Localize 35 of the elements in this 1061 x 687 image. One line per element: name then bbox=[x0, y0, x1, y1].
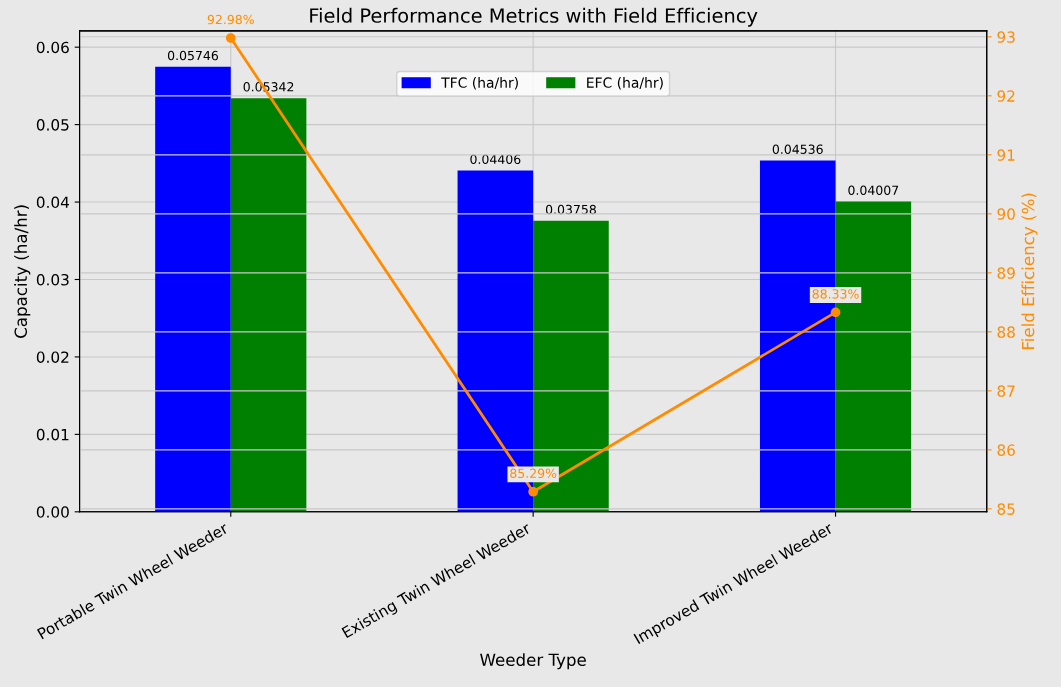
legend-label: TFC (ha/hr) bbox=[441, 77, 518, 90]
y-tick-label: 0.05 bbox=[36, 119, 69, 131]
data-label: 92.98% bbox=[207, 14, 254, 25]
y2-tick-label: 85 bbox=[997, 503, 1015, 515]
point bbox=[225, 33, 236, 43]
data-label: 0.04007 bbox=[848, 185, 899, 195]
y2-tick-label: 92 bbox=[997, 90, 1015, 102]
y-tick-label: 0.04 bbox=[36, 196, 69, 209]
data-label: 0.04536 bbox=[772, 144, 823, 154]
y-tick-label: 0.06 bbox=[36, 41, 69, 54]
y-tick-label: 0.01 bbox=[36, 428, 69, 441]
data-label: 88.33% bbox=[812, 289, 859, 299]
data-label: 0.04406 bbox=[470, 154, 521, 165]
chart-title: Field Performance Metrics with Field Efficiency bbox=[310, 7, 758, 27]
legend-label: EFC (ha/hr) bbox=[587, 77, 663, 90]
y2-tick-label: 86 bbox=[997, 444, 1015, 456]
y-tick-label: 0.00 bbox=[36, 506, 69, 518]
x-axis-title: Weeder Type bbox=[480, 653, 586, 670]
data-label: 0.05746 bbox=[167, 50, 219, 61]
y2-tick-label: 88 bbox=[997, 326, 1015, 338]
y2-tick-label: 93 bbox=[997, 31, 1015, 43]
data-label: 0.03758 bbox=[545, 204, 596, 215]
data-label: 85.29% bbox=[510, 468, 557, 479]
y-axis-title: Capacity (ha/hr) bbox=[14, 205, 31, 338]
bar bbox=[155, 66, 231, 512]
point bbox=[830, 307, 841, 318]
y-tick-label: 0.03 bbox=[36, 273, 69, 286]
y2-tick-label: 91 bbox=[997, 149, 1015, 161]
y-tick-label: 0.02 bbox=[36, 351, 69, 363]
y2-axis-title: Field Efficiency (%) bbox=[1021, 193, 1038, 349]
point bbox=[528, 486, 539, 497]
y2-tick-label: 87 bbox=[997, 385, 1015, 397]
y2-tick-label: 89 bbox=[997, 267, 1015, 279]
bar bbox=[230, 98, 307, 512]
y2-tick-label: 90 bbox=[997, 208, 1015, 220]
